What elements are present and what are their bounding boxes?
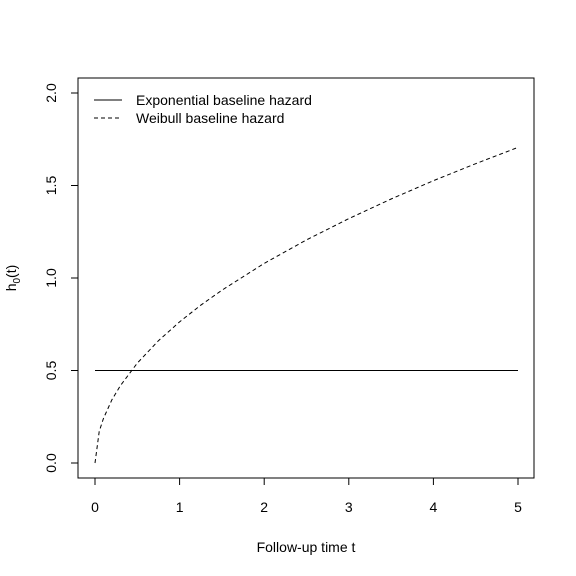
x-axis-title: Follow-up time t — [257, 539, 356, 555]
y-tick-label: 1.0 — [43, 268, 59, 288]
x-tick-label: 0 — [91, 499, 99, 515]
x-tick-label: 3 — [345, 499, 353, 515]
y-tick-label: 0.5 — [43, 361, 59, 381]
legend-label-exponential: Exponential baseline hazard — [136, 92, 312, 108]
series-line-weibull — [94, 146, 519, 464]
legend-label-weibull: Weibull baseline hazard — [136, 110, 284, 126]
y-axis-title-base: h — [3, 283, 19, 291]
y-tick-label: 0.0 — [43, 453, 59, 473]
y-axis: 0.0 0.5 1.0 1.5 2.0 — [43, 83, 79, 473]
y-tick-label: 1.5 — [43, 176, 59, 196]
x-tick-label: 1 — [176, 499, 184, 515]
y-axis-title: h0(t) — [3, 265, 23, 292]
legend: Exponential baseline hazard Weibull base… — [94, 92, 312, 126]
x-tick-label: 5 — [514, 499, 522, 515]
y-axis-title-rest: (t) — [3, 265, 19, 278]
x-tick-label: 4 — [430, 499, 438, 515]
series-layer — [94, 146, 519, 464]
x-tick-label: 2 — [260, 499, 268, 515]
y-tick-label: 2.0 — [43, 83, 59, 103]
x-axis: 0 1 2 3 4 5 — [91, 477, 522, 515]
y-axis-title-subscript: 0 — [12, 277, 23, 283]
